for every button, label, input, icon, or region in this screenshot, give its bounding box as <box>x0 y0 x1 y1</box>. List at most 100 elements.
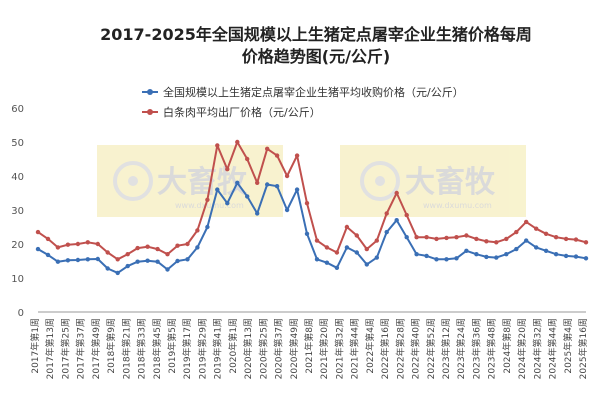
legend-item-1: 全国规模以上生猪定点屠宰企业生猪平均收购价格（元/公斤） <box>142 85 464 99</box>
data-point <box>444 257 449 262</box>
x-tick-label: 2022年第16周 <box>379 318 391 379</box>
x-tick-label: 2024年第20周 <box>516 318 528 379</box>
watermark-logo-text-1: 大畜牧 <box>157 165 248 200</box>
data-point <box>314 257 320 262</box>
x-tick-label: 2020年第1周 <box>227 318 239 374</box>
data-point <box>334 250 340 255</box>
x-tick-label: 2018年第45周 <box>151 318 163 379</box>
y-tick-label: 40 <box>11 172 24 183</box>
data-point <box>105 250 110 255</box>
data-point <box>185 257 190 262</box>
data-point <box>105 266 110 271</box>
watermark: 大畜牧 www.dxumu.com 大畜牧 www.dxumu.com <box>97 145 526 217</box>
data-point <box>524 219 529 225</box>
data-point <box>175 243 180 248</box>
x-tick-label: 2019年第41周 <box>212 318 224 379</box>
data-point <box>165 267 170 272</box>
x-tick-label: 2021年第20周 <box>318 318 330 379</box>
data-point <box>553 252 559 257</box>
legend-item-2: 白条肉平均出厂价格（元/公斤） <box>142 105 321 119</box>
x-tick-label: 2017年第25周 <box>59 318 71 379</box>
series-1 <box>35 180 589 276</box>
data-point <box>135 259 140 264</box>
x-tick-label: 2018年第9周 <box>105 318 117 374</box>
data-point <box>225 201 230 206</box>
data-point <box>284 207 290 213</box>
data-point <box>434 257 439 262</box>
data-point <box>55 245 61 250</box>
y-tick-label: 60 <box>11 104 24 115</box>
x-tick-label: 2019年第29周 <box>196 318 208 379</box>
data-point <box>215 143 220 148</box>
y-tick-label: 20 <box>11 240 24 251</box>
data-point <box>284 173 290 179</box>
data-point <box>563 253 569 259</box>
y-axis: 0 10 20 30 40 50 60 <box>11 104 24 319</box>
watermark-logo-icon <box>113 161 153 201</box>
data-point <box>294 153 300 158</box>
data-point <box>434 236 439 242</box>
data-point <box>464 248 469 253</box>
data-point <box>484 254 489 260</box>
x-tick-label: 2024年第8周 <box>501 318 513 374</box>
data-point <box>155 246 160 252</box>
data-point <box>324 245 330 250</box>
watermark-url-2: www.dxumu.com <box>423 201 492 210</box>
x-tick-label: 2023年第48周 <box>486 318 498 379</box>
data-point <box>95 256 101 262</box>
data-point <box>583 240 589 245</box>
data-point <box>354 233 359 238</box>
data-point <box>374 238 379 243</box>
x-tick-label: 2021年第32周 <box>333 318 345 379</box>
legend-marker-icon <box>147 89 153 95</box>
legend: 全国规模以上生猪定点屠宰企业生猪平均收购价格（元/公斤） 白条肉平均出厂价格（元… <box>142 85 464 119</box>
x-tick-label: 2024年第32周 <box>531 318 543 379</box>
x-tick-label: 2022年第40周 <box>410 318 422 379</box>
data-point <box>65 258 71 263</box>
data-point <box>125 252 130 257</box>
data-point <box>95 241 101 247</box>
data-point <box>384 229 389 235</box>
x-tick-label: 2023年第24周 <box>455 318 467 379</box>
watermark-url-1: www.dxumu.com <box>175 201 244 210</box>
data-point <box>265 146 270 151</box>
data-point <box>265 182 270 187</box>
data-point <box>45 236 51 242</box>
y-tick-label: 10 <box>11 274 24 285</box>
y-tick-label: 0 <box>18 308 24 319</box>
data-point <box>215 187 220 192</box>
data-point <box>75 241 81 247</box>
data-point <box>255 211 260 216</box>
x-tick-label: 2020年第13周 <box>242 318 254 379</box>
watermark-logo-dot-icon <box>128 176 138 186</box>
x-tick-label: 2019年第5周 <box>166 318 178 374</box>
legend-label-2: 白条肉平均出厂价格（元/公斤） <box>163 105 321 119</box>
data-point <box>543 248 549 253</box>
data-point <box>235 180 240 185</box>
data-point <box>185 241 190 247</box>
data-point <box>394 190 399 196</box>
series-2 <box>35 139 589 262</box>
data-point <box>524 238 529 243</box>
data-point <box>494 240 499 245</box>
data-point <box>225 167 230 172</box>
data-point <box>245 156 250 162</box>
data-point <box>474 252 479 257</box>
data-point <box>424 235 429 240</box>
data-point <box>573 237 579 242</box>
data-point <box>115 270 120 276</box>
data-point <box>504 252 509 257</box>
data-point <box>374 255 379 260</box>
data-point <box>404 235 409 240</box>
watermark-logo-text-2: 大畜牧 <box>405 165 496 200</box>
data-point <box>235 139 240 145</box>
data-point <box>534 245 539 250</box>
data-point <box>85 257 91 262</box>
watermark-logo-icon <box>360 161 400 201</box>
y-tick-label: 50 <box>11 138 24 149</box>
x-tick-label: 2017年第49周 <box>90 318 102 379</box>
data-point <box>135 245 140 251</box>
data-point <box>454 256 459 261</box>
